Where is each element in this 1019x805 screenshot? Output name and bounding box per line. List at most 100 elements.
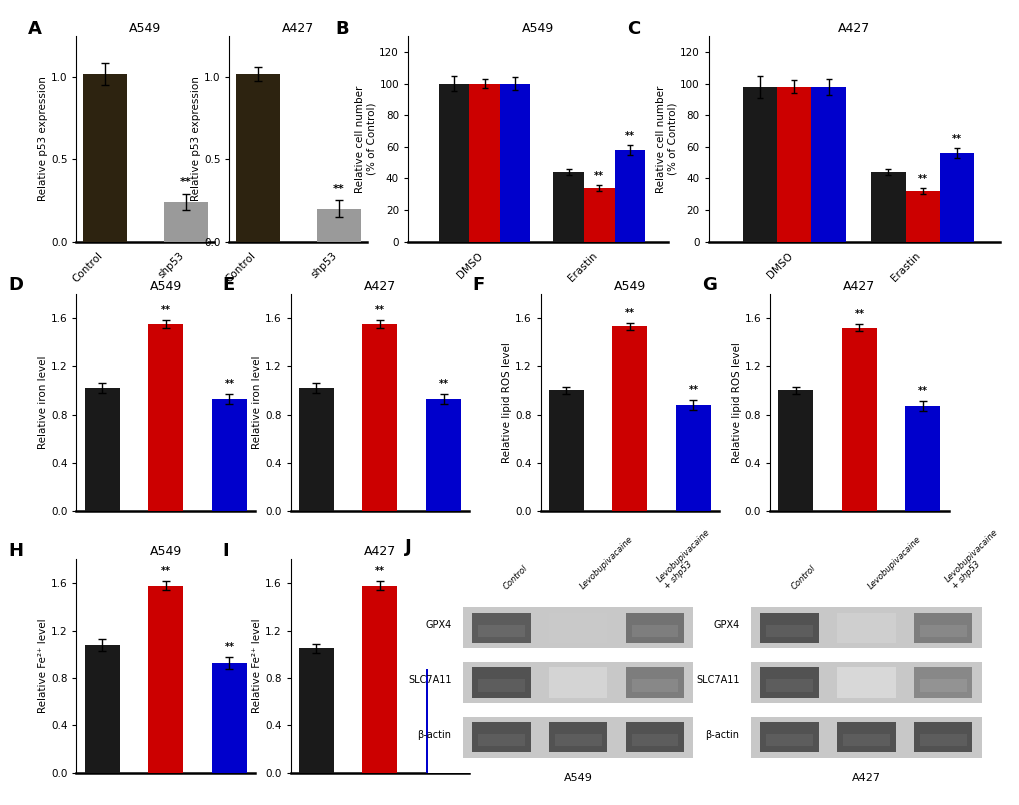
Bar bbox=[548, 613, 607, 642]
Bar bbox=[913, 613, 971, 642]
Text: GPX4: GPX4 bbox=[712, 620, 739, 630]
Title: A549: A549 bbox=[129, 22, 161, 35]
Title: A549: A549 bbox=[522, 22, 553, 35]
Text: I: I bbox=[222, 543, 229, 560]
Text: β-actin: β-actin bbox=[417, 730, 451, 740]
Bar bbox=[913, 667, 971, 697]
Text: SLC7A11: SLC7A11 bbox=[408, 675, 451, 685]
Bar bbox=[743, 87, 776, 242]
Title: A427: A427 bbox=[364, 279, 395, 293]
Bar bbox=[759, 613, 818, 642]
Text: GPX4: GPX4 bbox=[425, 620, 451, 630]
Text: E: E bbox=[222, 276, 235, 295]
Bar bbox=[472, 613, 530, 642]
Text: **: ** bbox=[375, 305, 384, 315]
Title: A427: A427 bbox=[282, 22, 314, 35]
Bar bbox=[750, 716, 980, 758]
Bar bbox=[905, 191, 938, 242]
Text: **: ** bbox=[438, 379, 448, 390]
Bar bbox=[478, 679, 524, 691]
Bar bbox=[212, 398, 247, 511]
Bar bbox=[777, 390, 812, 511]
Text: **: ** bbox=[224, 642, 234, 652]
Bar bbox=[913, 722, 971, 753]
Bar bbox=[299, 388, 333, 511]
Y-axis label: Relative lipid ROS level: Relative lipid ROS level bbox=[731, 342, 741, 463]
Text: **: ** bbox=[161, 305, 170, 315]
Bar bbox=[463, 607, 693, 648]
Text: **: ** bbox=[688, 386, 698, 395]
Bar bbox=[631, 679, 678, 691]
Text: A549: A549 bbox=[564, 773, 592, 782]
Text: Levobupivacaine
+ shp53: Levobupivacaine + shp53 bbox=[654, 527, 718, 592]
Bar bbox=[750, 662, 980, 703]
Bar bbox=[499, 84, 530, 242]
Bar bbox=[299, 648, 333, 773]
Bar bbox=[765, 734, 812, 746]
Text: **: ** bbox=[224, 379, 234, 390]
Text: **: ** bbox=[332, 184, 344, 194]
Text: Levobupivacaine
+ shp53: Levobupivacaine + shp53 bbox=[943, 527, 1006, 592]
Bar bbox=[548, 722, 607, 753]
Text: A427: A427 bbox=[851, 773, 880, 782]
Bar bbox=[837, 613, 895, 642]
Bar bbox=[919, 679, 966, 691]
Title: A549: A549 bbox=[150, 279, 181, 293]
Bar bbox=[676, 405, 710, 511]
Text: **: ** bbox=[625, 131, 634, 141]
Text: Control: Control bbox=[501, 564, 529, 592]
Bar bbox=[919, 625, 966, 637]
Text: **: ** bbox=[854, 309, 863, 319]
Text: **: ** bbox=[375, 566, 384, 576]
Bar bbox=[626, 667, 684, 697]
Bar bbox=[463, 662, 693, 703]
Y-axis label: Relative Fe²⁺ level: Relative Fe²⁺ level bbox=[252, 619, 262, 713]
Y-axis label: Relative cell number
(% of Control): Relative cell number (% of Control) bbox=[655, 85, 677, 192]
Bar bbox=[472, 722, 530, 753]
Bar bbox=[478, 734, 524, 746]
Text: **: ** bbox=[625, 308, 634, 318]
Bar bbox=[438, 84, 469, 242]
Bar bbox=[938, 153, 973, 241]
Title: A427: A427 bbox=[364, 545, 395, 559]
Bar bbox=[626, 613, 684, 642]
Bar bbox=[148, 585, 183, 773]
Bar bbox=[85, 388, 119, 511]
Text: D: D bbox=[8, 276, 23, 295]
Bar bbox=[163, 202, 208, 242]
Text: H: H bbox=[8, 543, 23, 560]
Text: **: ** bbox=[917, 386, 927, 396]
Text: Levobupivacaine: Levobupivacaine bbox=[865, 535, 922, 592]
Bar bbox=[759, 722, 818, 753]
Bar bbox=[362, 324, 397, 511]
Bar bbox=[426, 398, 461, 511]
Text: β-actin: β-actin bbox=[705, 730, 739, 740]
Bar bbox=[463, 716, 693, 758]
Bar bbox=[611, 327, 647, 511]
Y-axis label: Relative lipid ROS level: Relative lipid ROS level bbox=[501, 342, 512, 463]
Bar bbox=[759, 667, 818, 697]
Text: G: G bbox=[702, 276, 716, 295]
Bar bbox=[472, 667, 530, 697]
Bar bbox=[631, 734, 678, 746]
Title: A427: A427 bbox=[843, 279, 874, 293]
Text: **: ** bbox=[438, 649, 448, 659]
Y-axis label: Relative p53 expression: Relative p53 expression bbox=[191, 76, 201, 201]
Y-axis label: Relative iron level: Relative iron level bbox=[252, 356, 262, 449]
Title: A549: A549 bbox=[613, 279, 645, 293]
Text: **: ** bbox=[161, 566, 170, 576]
Bar bbox=[148, 324, 183, 511]
Text: Control: Control bbox=[789, 564, 816, 592]
Bar bbox=[553, 172, 584, 242]
Bar bbox=[478, 625, 524, 637]
Bar bbox=[426, 668, 461, 773]
Bar bbox=[548, 390, 583, 511]
Bar bbox=[316, 208, 361, 242]
Bar bbox=[765, 679, 812, 691]
Bar bbox=[837, 667, 895, 697]
Bar bbox=[583, 188, 613, 241]
Bar bbox=[362, 585, 397, 773]
Bar bbox=[469, 84, 499, 242]
Text: SLC7A11: SLC7A11 bbox=[695, 675, 739, 685]
Bar bbox=[212, 663, 247, 773]
